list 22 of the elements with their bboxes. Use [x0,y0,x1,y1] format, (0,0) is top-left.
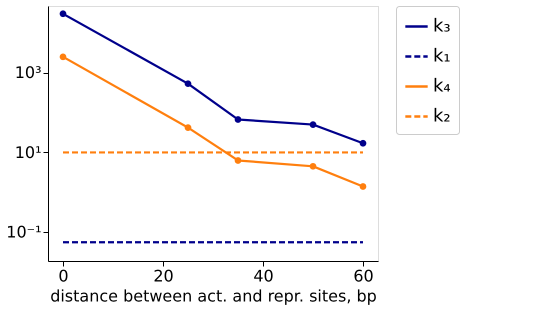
x-axis-title: distance between act. and repr. sites, bp [50,286,377,306]
point [60,10,66,18]
point [234,157,242,164]
point [310,162,316,170]
x-tick-label: 40 [253,266,274,286]
legend-label: k₄ [433,76,451,96]
point [184,80,192,88]
point [234,116,242,123]
point [310,121,316,128]
point [184,124,192,131]
legend-label: k₁ [433,46,451,66]
legend-label: k₂ [433,106,451,126]
legend-label: k₃ [433,16,451,36]
y-tick-label: 10¹ [14,142,42,162]
point [60,53,66,60]
x-tick-label: 0 [58,266,69,286]
y-tick-label: 10⁻¹ [6,222,42,242]
x-tick-label: 60 [353,266,374,286]
point [360,140,366,147]
x-tick-label: 20 [153,266,174,286]
y-tick-label: 10³ [14,63,42,82]
point [360,183,366,190]
